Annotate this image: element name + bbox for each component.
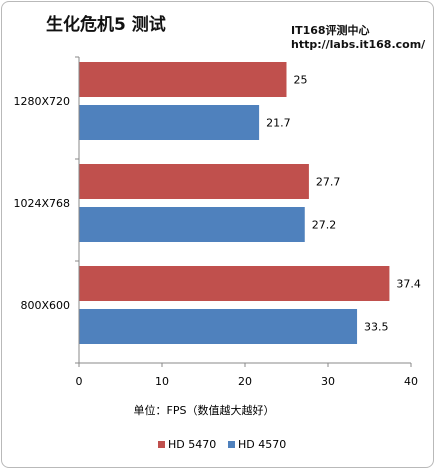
x-tick-label: 10 [155,375,169,388]
x-tick-label: 20 [238,375,252,388]
source-name: IT168评测中心 [291,24,370,37]
legend-swatch [158,441,165,448]
data-label: 21.7 [266,117,291,130]
x-tick-label: 30 [321,375,335,388]
legend: HD 5470 HD 4570 [158,438,286,451]
category-label: 800X600 [20,299,70,312]
legend-label: HD 5470 [168,438,216,451]
x-tick-label: 0 [76,375,83,388]
category-label: 1024X768 [13,197,70,210]
data-label: 27.7 [316,176,341,189]
bar-hd-4570-1024x768 [79,207,305,242]
labels-layer: 25 21.7 1280X720 27.7 27.2 1024X768 37.4 33.5 80… [13,74,420,389]
bar-hd-4570-800x600 [79,309,358,344]
bar-hd-5470-800x600 [79,266,390,301]
legend-label: HD 4570 [238,438,286,451]
legend-swatch [228,441,235,448]
data-label: 37.4 [396,278,421,291]
data-label: 25 [294,74,308,87]
ticks-layer [75,56,412,367]
bar-hd-5470-1280x720 [79,62,287,97]
x-axis-title: 单位：FPS（数值越大越好） [134,403,275,417]
category-label: 1280X720 [13,95,70,108]
x-tick-label: 40 [404,375,418,388]
bar-hd-5470-1024x768 [79,164,309,199]
chart-title: 生化危机5 测试 [46,15,166,35]
data-label: 33.5 [364,321,389,334]
source-url: http://labs.it168.com/ [291,38,426,51]
bar-hd-4570-1280x720 [79,105,260,140]
bars-layer [79,62,390,344]
data-label: 27.2 [312,219,337,232]
